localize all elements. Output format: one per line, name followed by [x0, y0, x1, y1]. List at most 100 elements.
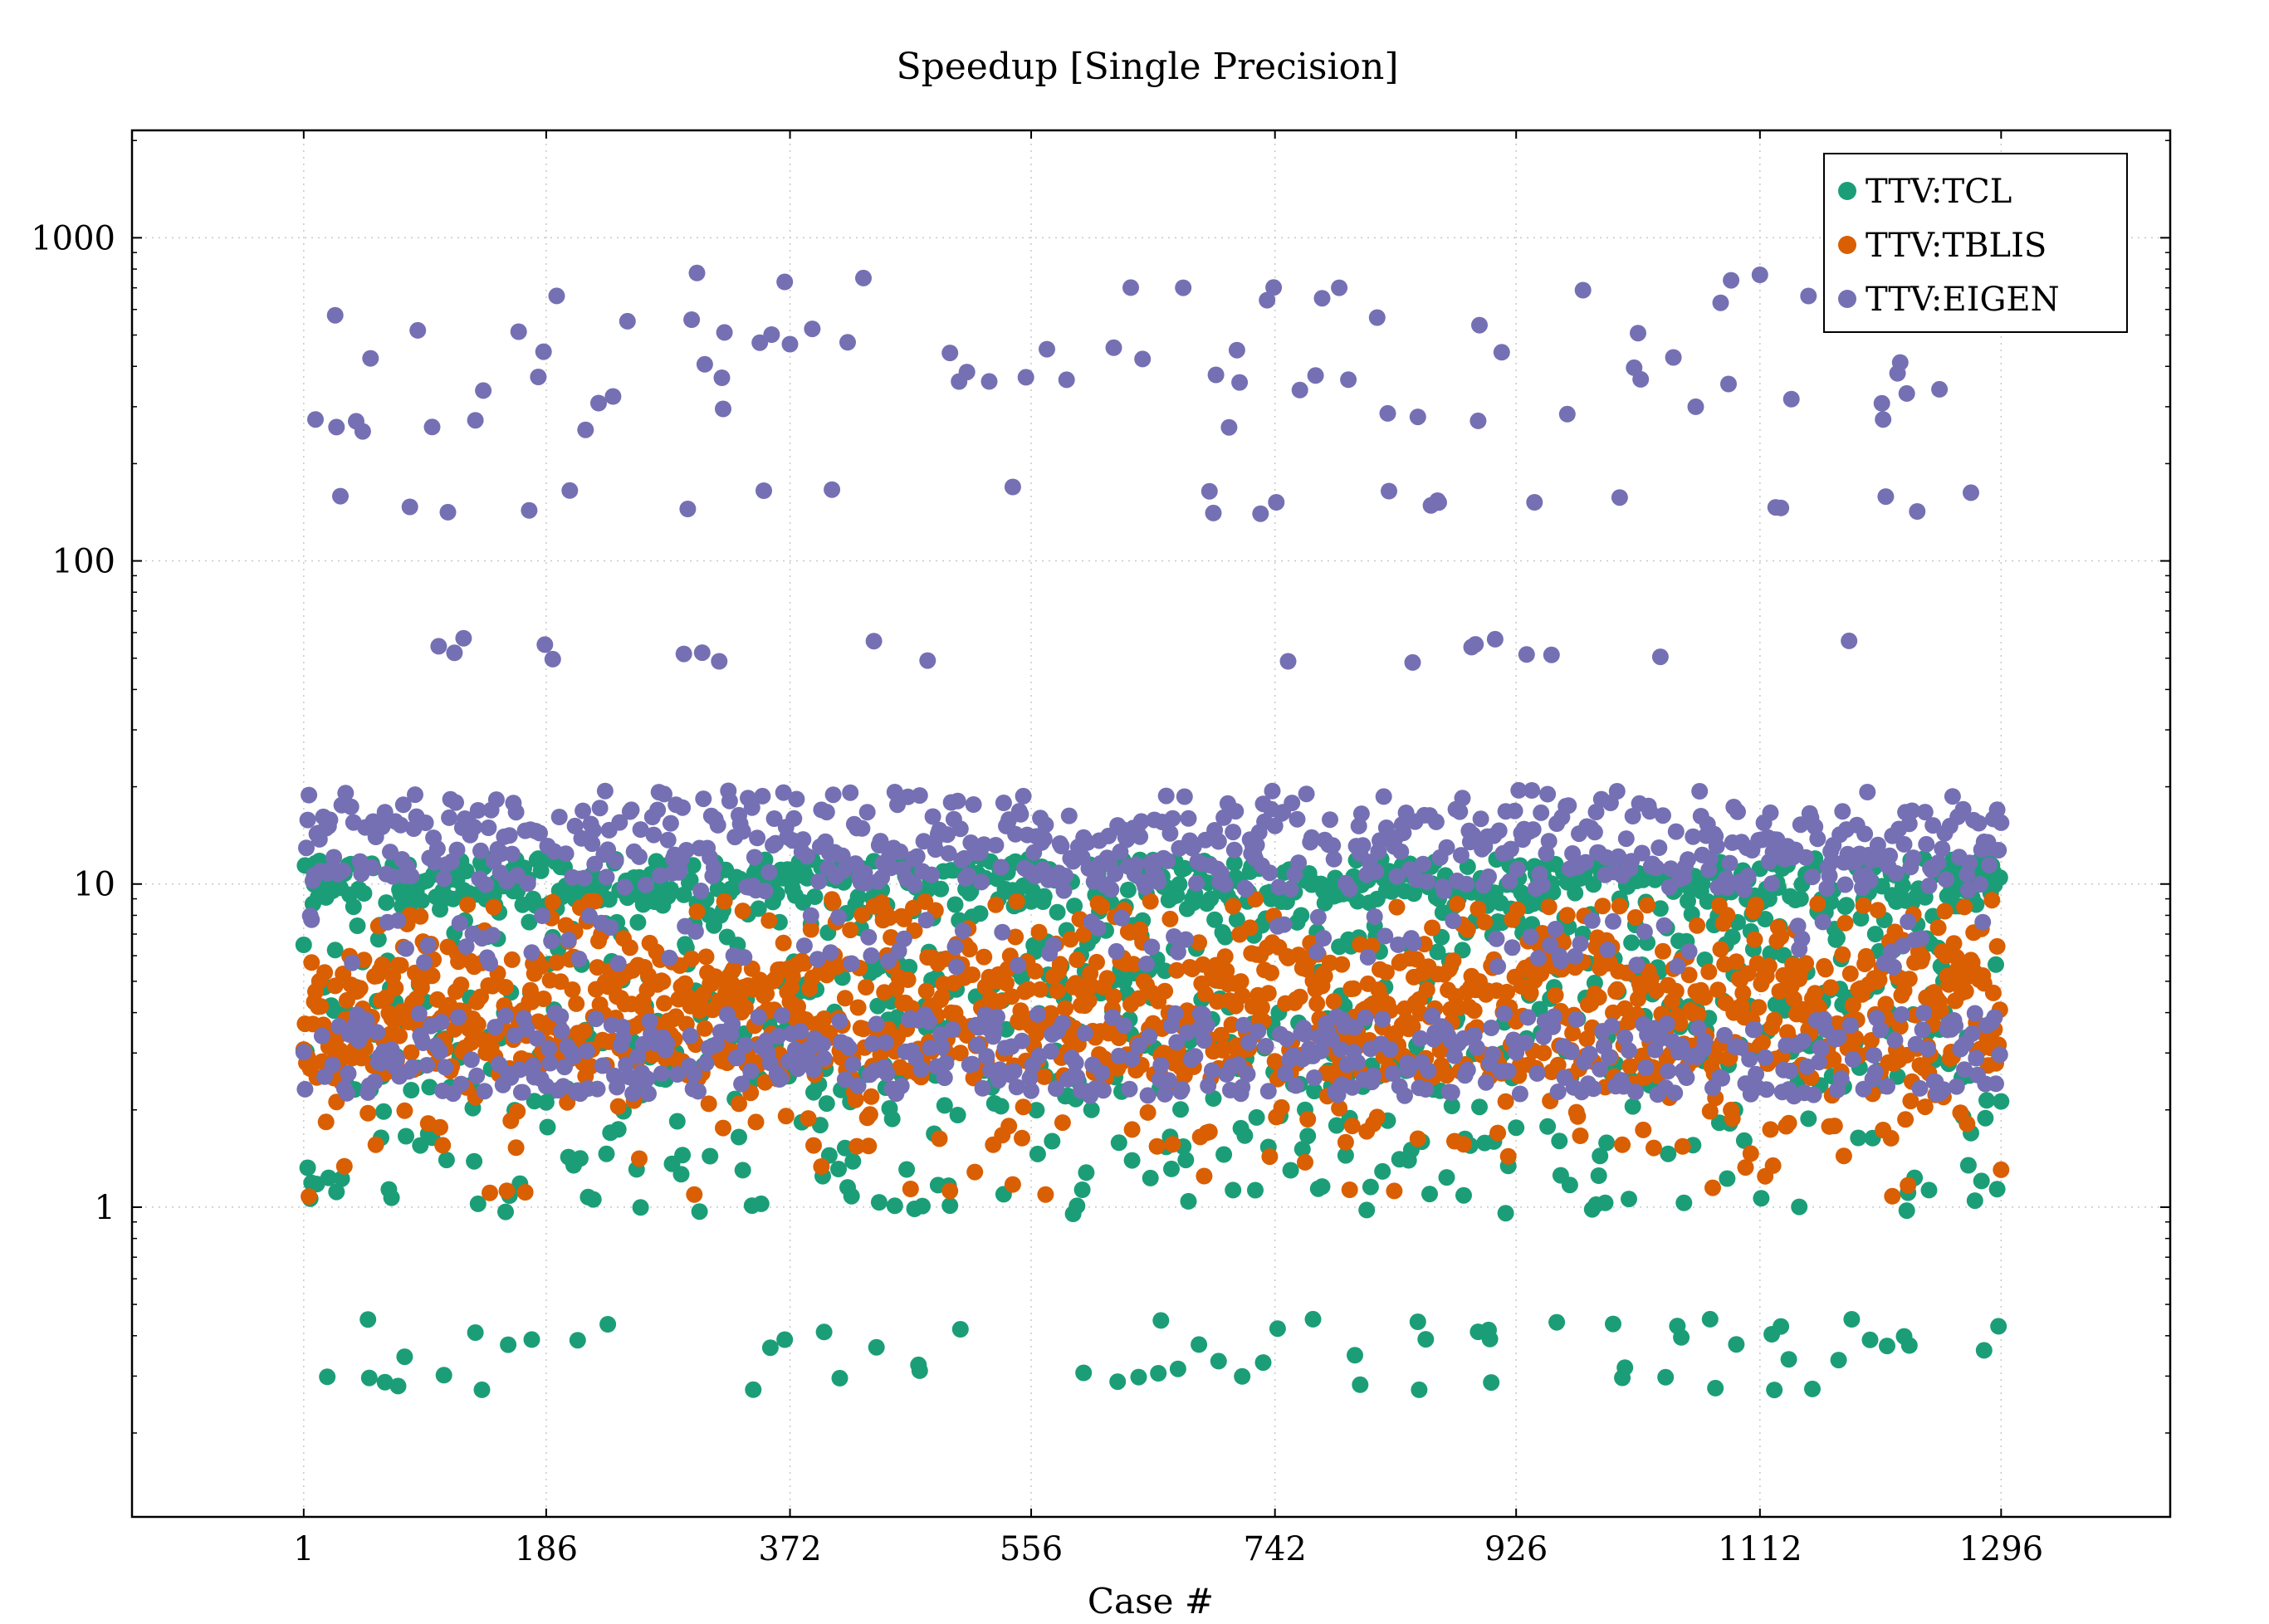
data-point: [1379, 404, 1396, 422]
data-point: [1452, 847, 1469, 864]
data-point: [1572, 1128, 1589, 1144]
data-point: [1484, 1045, 1501, 1063]
data-point: [1055, 882, 1073, 899]
data-point: [417, 814, 434, 831]
data-point: [695, 790, 712, 808]
data-point: [1690, 1005, 1707, 1023]
data-point: [1275, 916, 1293, 933]
data-point: [1696, 1033, 1714, 1050]
data-point: [1411, 1381, 1428, 1398]
data-point: [521, 501, 538, 519]
data-point: [1667, 823, 1685, 840]
data-point: [1988, 801, 2006, 819]
data-point: [328, 418, 345, 436]
data-point: [532, 958, 550, 975]
data-point: [1309, 908, 1327, 926]
data-point: [747, 1113, 765, 1131]
data-point: [345, 898, 362, 916]
data-point: [387, 980, 404, 997]
data-point: [503, 845, 521, 863]
data-point: [1655, 917, 1673, 934]
data-point: [1150, 873, 1167, 891]
data-point: [366, 1074, 384, 1090]
data-point: [1489, 958, 1507, 975]
data-point: [1957, 983, 1974, 1000]
data-point: [1340, 371, 1357, 389]
data-point: [1415, 855, 1432, 873]
data-point: [1324, 837, 1342, 854]
data-point: [539, 1118, 556, 1136]
data-point: [637, 876, 654, 893]
data-point: [1166, 1005, 1184, 1022]
data-point: [337, 785, 355, 802]
data-point: [333, 1170, 350, 1187]
data-point: [1766, 1382, 1783, 1399]
data-point: [1574, 281, 1592, 299]
data-point: [325, 1002, 343, 1020]
data-point: [1225, 854, 1243, 872]
data-point: [940, 844, 957, 862]
data-point: [1577, 854, 1594, 871]
data-point: [531, 824, 548, 842]
data-point: [1667, 982, 1685, 1000]
data-point: [883, 929, 900, 946]
data-point: [1835, 1147, 1852, 1165]
data-point: [1741, 1050, 1758, 1068]
data-point: [1197, 986, 1214, 1003]
data-point: [946, 938, 964, 956]
data-point: [924, 808, 941, 825]
data-point: [1132, 921, 1149, 938]
data-point: [523, 1331, 540, 1348]
data-point: [1496, 1005, 1513, 1022]
data-point: [668, 1113, 686, 1130]
data-point: [697, 1054, 715, 1072]
data-point: [403, 868, 420, 885]
data-point: [661, 949, 678, 966]
data-point: [1581, 1045, 1598, 1063]
data-point: [992, 858, 1010, 876]
data-point: [1313, 1178, 1331, 1196]
data-point: [1988, 937, 2006, 955]
data-point: [1918, 835, 1935, 853]
data-point: [1735, 1132, 1753, 1149]
data-point: [1651, 648, 1669, 666]
data-point: [853, 819, 871, 837]
data-point: [586, 893, 604, 910]
data-point: [1427, 813, 1445, 830]
data-point: [724, 1015, 741, 1033]
data-point: [1603, 1017, 1621, 1035]
data-point: [432, 1118, 448, 1136]
data-point: [706, 859, 722, 877]
data-point: [1107, 865, 1124, 883]
data-point: [1143, 938, 1161, 956]
data-point: [1590, 989, 1607, 1006]
data-point: [1488, 930, 1505, 947]
data-point: [1259, 1083, 1277, 1100]
data-point: [421, 1079, 438, 1096]
data-point: [1891, 354, 1909, 371]
data-point: [1993, 1093, 2010, 1110]
data-point: [878, 1065, 896, 1083]
data-point: [487, 1019, 504, 1036]
legend-marker: [1838, 290, 1856, 308]
data-point: [507, 1139, 525, 1157]
data-point: [1121, 1080, 1138, 1098]
data-point: [795, 831, 812, 849]
data-point: [609, 1121, 627, 1138]
data-point: [392, 816, 409, 834]
data-point: [1873, 394, 1890, 412]
data-point: [1528, 1064, 1546, 1082]
data-point: [883, 1110, 901, 1128]
data-point: [1141, 1028, 1158, 1045]
data-point: [473, 1381, 491, 1398]
data-point: [1125, 956, 1142, 973]
data-point: [1325, 993, 1342, 1010]
data-point: [917, 912, 935, 929]
data-point: [1395, 824, 1412, 842]
data-point: [367, 1136, 384, 1153]
data-point: [1721, 854, 1738, 872]
data-point: [1239, 1065, 1256, 1083]
data-point: [392, 956, 409, 974]
data-point: [1093, 898, 1111, 915]
data-point: [317, 1113, 335, 1131]
